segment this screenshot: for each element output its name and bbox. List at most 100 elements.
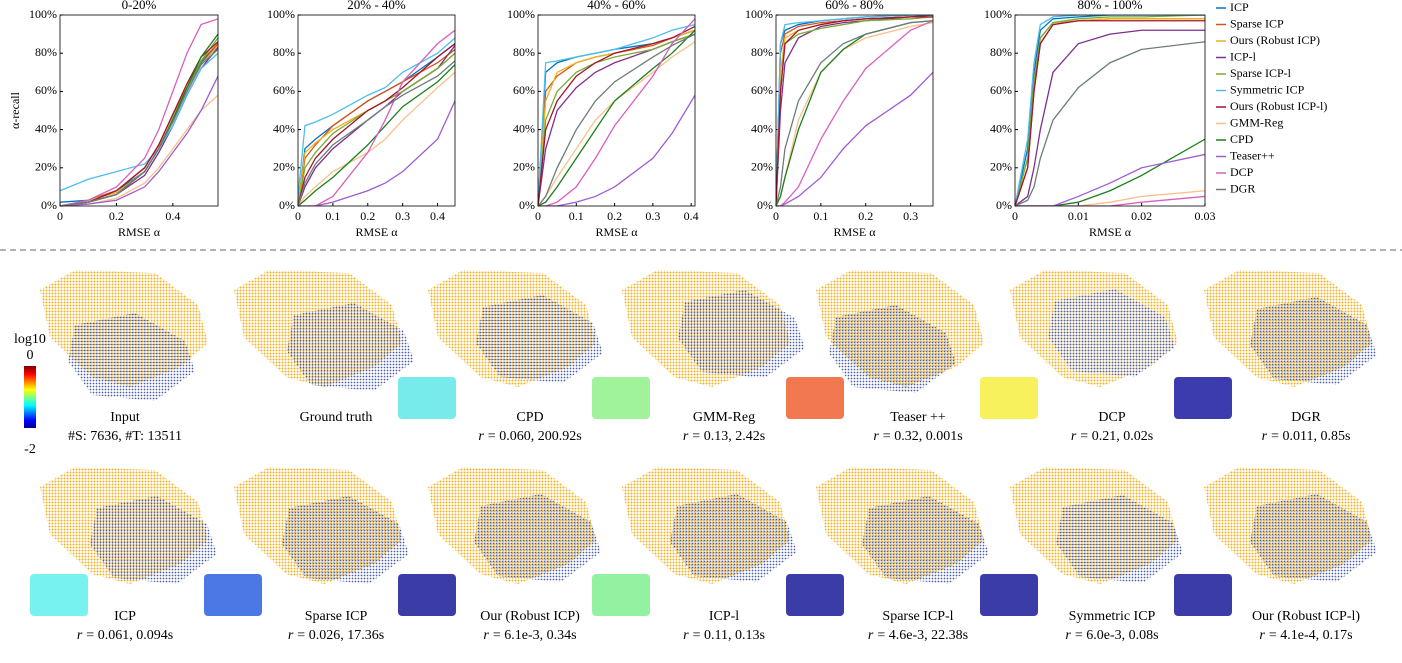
point-cloud: [1010, 270, 1178, 387]
legend-label: Teaser++: [1230, 148, 1275, 162]
error-inset: [1174, 574, 1232, 616]
plot-frame: [297, 14, 456, 207]
metric-symbol: r: [478, 429, 484, 444]
panel-metric: r = 0.060, 200.92s: [478, 429, 581, 444]
metric-value: = 0.061, 0.094s: [86, 628, 173, 643]
plot-frame: [1014, 14, 1206, 207]
panel-metric: r = 0.21, 0.02s: [1071, 429, 1153, 444]
source-cloud: [670, 494, 797, 582]
series-line: [776, 15, 933, 206]
series-line: [298, 60, 455, 206]
metric-symbol: r: [683, 628, 689, 643]
source-cloud: [862, 496, 989, 584]
y-tick-label: 100%: [745, 7, 773, 21]
source-cloud: [90, 496, 217, 584]
metric-symbol: r: [1071, 429, 1077, 444]
y-tick-label: 100%: [507, 7, 535, 21]
y-tick-label: 0%: [996, 198, 1012, 212]
error-inset: [786, 574, 844, 616]
source-cloud: [1250, 297, 1377, 385]
series-line: [776, 20, 933, 206]
metric-value: = 0.32, 0.001s: [883, 429, 963, 444]
series-line: [776, 16, 933, 206]
series-line: [538, 25, 695, 206]
panel-caption: DCP: [1098, 410, 1125, 425]
series-line: [1015, 190, 1205, 206]
panel-caption: CPD: [516, 410, 543, 425]
series-line: [776, 20, 933, 206]
source-cloud: [678, 290, 805, 378]
y-tick-label: 100%: [29, 7, 57, 21]
panel-metric: r = 0.32, 0.001s: [873, 429, 962, 444]
point-cloud: [1204, 467, 1377, 584]
legend-label: CPD: [1230, 132, 1254, 146]
colorbar-label: log10: [14, 332, 46, 347]
metric-symbol: r: [1259, 628, 1265, 643]
y-tick-label: 60%: [990, 83, 1012, 97]
metric-symbol: r: [77, 628, 83, 643]
series-line: [1015, 29, 1205, 206]
metric-symbol: r: [1065, 628, 1071, 643]
y-tick-label: 0%: [519, 198, 535, 212]
panel-caption: Sparse ICP-l: [882, 609, 953, 624]
series-line: [538, 18, 695, 206]
colorbar-tick: 0: [27, 348, 34, 363]
series-line: [538, 29, 695, 206]
x-tick-label: 0.2: [109, 209, 124, 223]
chart-title: 0-20%: [122, 0, 157, 12]
metric-value: = 6.1e-3, 0.34s: [493, 628, 577, 643]
error-inset: [1174, 377, 1232, 419]
panel-metric: r = 0.13, 2.42s: [683, 429, 765, 444]
panel-metric: r = 6.1e-3, 0.34s: [483, 628, 576, 643]
y-tick-label: 20%: [273, 160, 295, 174]
series-line: [538, 23, 695, 206]
series-line: [538, 94, 695, 206]
x-tick-label: 0.1: [813, 209, 828, 223]
series-line: [1015, 153, 1205, 206]
source-cloud: [1048, 289, 1175, 377]
series-line: [1015, 195, 1205, 206]
y-axis-label: α-recall: [8, 91, 22, 129]
series-line: [1015, 15, 1205, 206]
panel-caption: Sparse ICP: [305, 609, 368, 624]
series-line: [298, 52, 455, 206]
x-tick-label: 0.02: [1131, 209, 1152, 223]
series-line: [1015, 41, 1205, 206]
point-cloud: [234, 270, 414, 391]
y-tick-label: 40%: [751, 121, 773, 135]
source-cloud: [282, 496, 409, 584]
panel-stat: #S: 7636, #T: 13511: [68, 429, 182, 444]
error-inset: [398, 377, 456, 419]
y-tick-label: 60%: [513, 83, 535, 97]
colorbar: [24, 366, 36, 428]
metric-symbol: r: [483, 628, 489, 643]
legend-label: Ours (Robust ICP): [1230, 33, 1320, 47]
legend-label: Sparse ICP: [1230, 16, 1284, 30]
panel-caption: ICP: [114, 609, 136, 624]
source-cloud: [1056, 495, 1183, 583]
series-line: [298, 43, 455, 206]
y-tick-label: 40%: [35, 121, 57, 135]
y-tick-label: 60%: [273, 83, 295, 97]
metric-value: = 0.060, 200.92s: [488, 429, 582, 444]
plot-frame: [59, 14, 219, 207]
metric-symbol: r: [868, 628, 874, 643]
x-tick-label: 0.3: [395, 209, 410, 223]
y-tick-label: 40%: [990, 121, 1012, 135]
x-tick-label: 0.03: [1195, 209, 1216, 223]
y-tick-label: 80%: [513, 45, 535, 59]
x-axis-label: RMSE α: [1089, 225, 1132, 239]
series-line: [538, 33, 695, 206]
y-tick-label: 20%: [513, 160, 535, 174]
point-cloud: [816, 467, 989, 584]
point-cloud: [622, 270, 805, 387]
x-tick-label: 0.4: [430, 209, 445, 223]
y-tick-label: 60%: [751, 83, 773, 97]
source-cloud: [1250, 494, 1377, 582]
panel-caption: DGR: [1291, 410, 1321, 425]
legend-label: Symmetric ICP: [1230, 82, 1305, 96]
point-cloud: [40, 270, 208, 401]
metric-value: = 4.1e-4, 0.17s: [1269, 628, 1353, 643]
legend-label: DCP: [1230, 165, 1254, 179]
series-line: [298, 48, 455, 206]
